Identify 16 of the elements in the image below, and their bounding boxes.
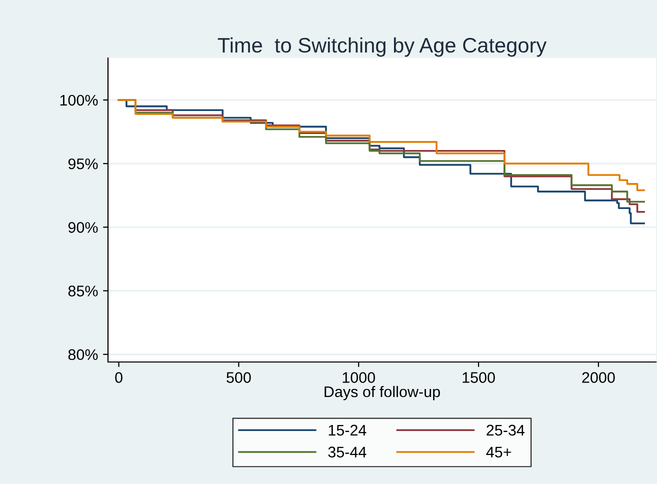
legend-label: 45+ (486, 446, 512, 458)
chart-title: Time to Switching by Age Category (218, 37, 547, 57)
x-tick-label: 500 (226, 372, 251, 383)
x-tick-label: 1000 (342, 372, 376, 383)
legend-label: 15-24 (328, 424, 366, 436)
x-tick-label: 1500 (462, 372, 495, 383)
y-tick-label: 90% (68, 222, 98, 233)
legend-label: 25-34 (486, 424, 525, 436)
y-tick-label: 100% (60, 94, 98, 106)
legend-label: 35-44 (328, 446, 366, 458)
y-tick-label: 85% (68, 286, 98, 296)
x-tick-label: 0 (115, 372, 122, 383)
x-axis-title: Days of follow-up (324, 386, 440, 400)
x-tick-label: 2000 (582, 372, 615, 383)
y-tick-label: 95% (68, 158, 98, 170)
y-tick-label: 80% (68, 349, 98, 360)
